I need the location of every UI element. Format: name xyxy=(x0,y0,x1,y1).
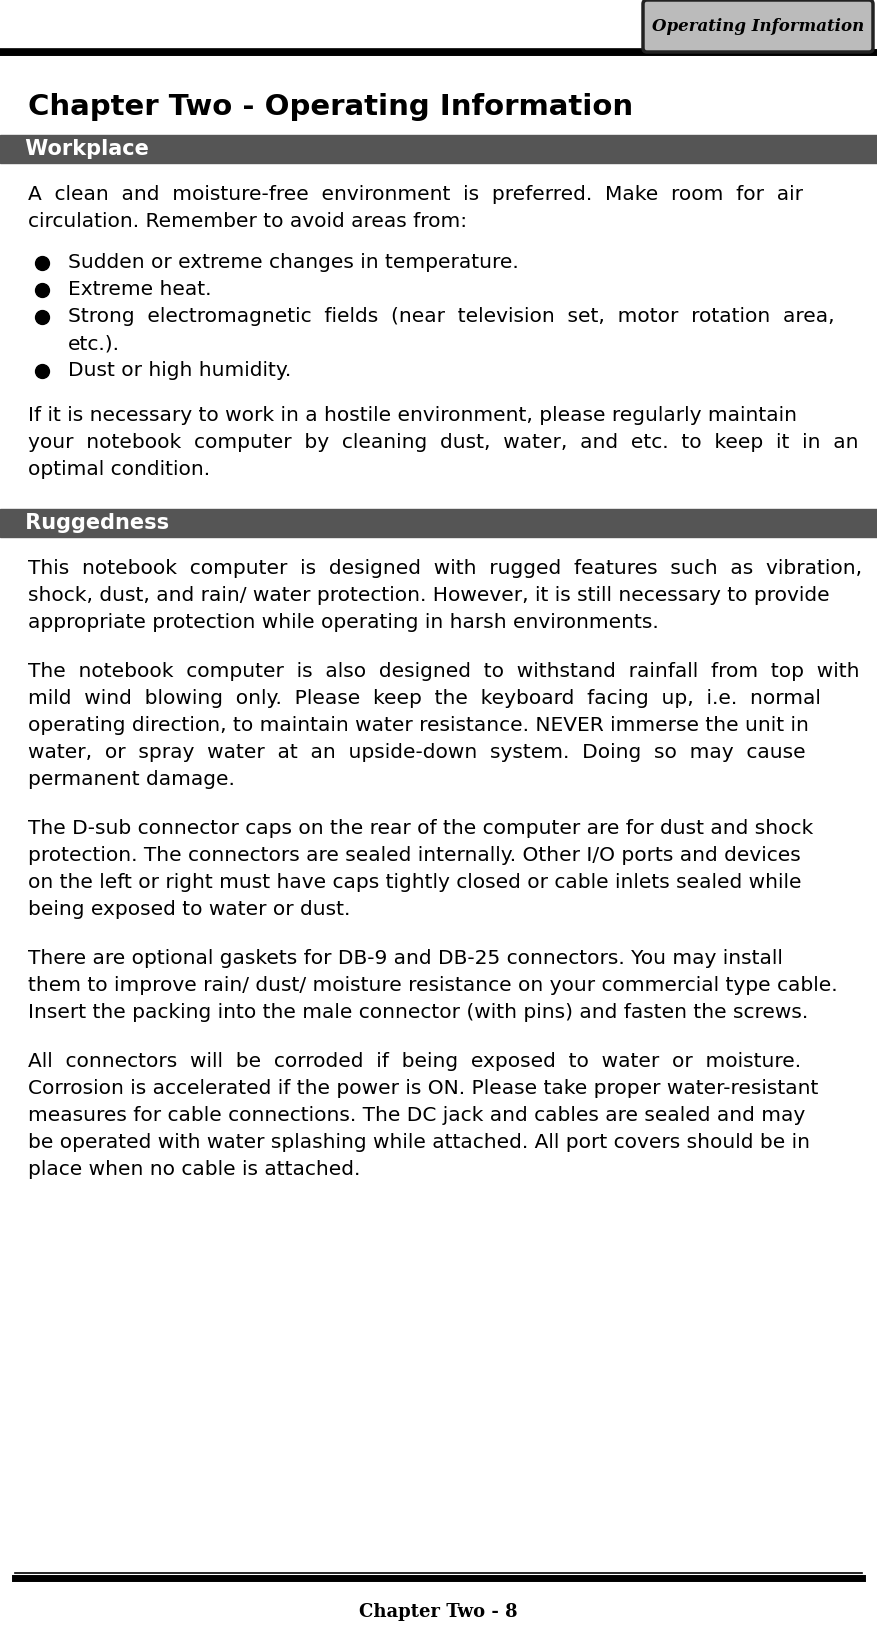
Text: on the left or right must have caps tightly closed or cable inlets sealed while: on the left or right must have caps tigh… xyxy=(28,873,802,893)
Text: All  connectors  will  be  corroded  if  being  exposed  to  water  or  moisture: All connectors will be corroded if being… xyxy=(28,1052,801,1070)
Text: Dust or high humidity.: Dust or high humidity. xyxy=(68,362,291,380)
Text: being exposed to water or dust.: being exposed to water or dust. xyxy=(28,899,351,919)
Text: Sudden or extreme changes in temperature.: Sudden or extreme changes in temperature… xyxy=(68,252,519,272)
Text: measures for cable connections. The DC jack and cables are sealed and may: measures for cable connections. The DC j… xyxy=(28,1106,805,1126)
Text: Chapter Two - 8: Chapter Two - 8 xyxy=(360,1603,517,1621)
Text: mild  wind  blowing  only.  Please  keep  the  keyboard  facing  up,  i.e.  norm: mild wind blowing only. Please keep the … xyxy=(28,689,821,709)
Text: The  notebook  computer  is  also  designed  to  withstand  rainfall  from  top : The notebook computer is also designed t… xyxy=(28,661,859,681)
Text: permanent damage.: permanent damage. xyxy=(28,771,235,788)
Text: them to improve rain/ dust/ moisture resistance on your commercial type cable.: them to improve rain/ dust/ moisture res… xyxy=(28,976,838,995)
Text: If it is necessary to work in a hostile environment, please regularly maintain: If it is necessary to work in a hostile … xyxy=(28,406,797,425)
Text: optimal condition.: optimal condition. xyxy=(28,459,210,479)
Text: place when no cable is attached.: place when no cable is attached. xyxy=(28,1160,360,1179)
Text: be operated with water splashing while attached. All port covers should be in: be operated with water splashing while a… xyxy=(28,1134,810,1152)
Text: Insert the packing into the male connector (with pins) and fasten the screws.: Insert the packing into the male connect… xyxy=(28,1003,809,1021)
FancyBboxPatch shape xyxy=(643,0,873,52)
Text: Corrosion is accelerated if the power is ON. Please take proper water-resistant: Corrosion is accelerated if the power is… xyxy=(28,1078,818,1098)
Text: circulation. Remember to avoid areas from:: circulation. Remember to avoid areas fro… xyxy=(28,212,467,231)
Text: Operating Information: Operating Information xyxy=(652,18,864,34)
Text: This  notebook  computer  is  designed  with  rugged  features  such  as  vibrat: This notebook computer is designed with … xyxy=(28,559,862,578)
Text: appropriate protection while operating in harsh environments.: appropriate protection while operating i… xyxy=(28,613,659,632)
Bar xyxy=(0,508,877,538)
Text: The D-sub connector caps on the rear of the computer are for dust and shock: The D-sub connector caps on the rear of … xyxy=(28,819,813,837)
Text: Chapter Two - Operating Information: Chapter Two - Operating Information xyxy=(28,93,633,121)
Text: water,  or  spray  water  at  an  upside-down  system.  Doing  so  may  cause: water, or spray water at an upside-down … xyxy=(28,743,806,762)
Text: operating direction, to maintain water resistance. NEVER immerse the unit in: operating direction, to maintain water r… xyxy=(28,717,809,735)
Text: Ruggedness: Ruggedness xyxy=(18,513,169,533)
Text: etc.).: etc.). xyxy=(68,334,120,353)
Bar xyxy=(0,135,877,163)
Text: shock, dust, and rain/ water protection. However, it is still necessary to provi: shock, dust, and rain/ water protection.… xyxy=(28,586,830,604)
Text: your  notebook  computer  by  cleaning  dust,  water,  and  etc.  to  keep  it  : your notebook computer by cleaning dust,… xyxy=(28,433,859,451)
Text: Workplace: Workplace xyxy=(18,138,149,160)
Text: protection. The connectors are sealed internally. Other I/O ports and devices: protection. The connectors are sealed in… xyxy=(28,845,801,865)
Text: A  clean  and  moisture-free  environment  is  preferred.  Make  room  for  air: A clean and moisture-free environment is… xyxy=(28,186,803,204)
Text: There are optional gaskets for DB-9 and DB-25 connectors. You may install: There are optional gaskets for DB-9 and … xyxy=(28,950,783,968)
Text: Strong  electromagnetic  fields  (near  television  set,  motor  rotation  area,: Strong electromagnetic fields (near tele… xyxy=(68,306,835,326)
Text: Extreme heat.: Extreme heat. xyxy=(68,280,211,300)
